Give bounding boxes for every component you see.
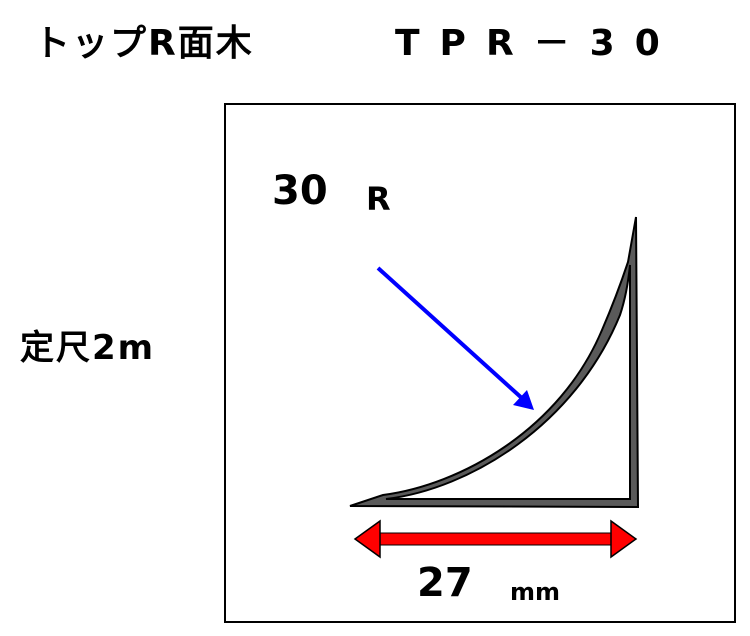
standard-length-label: 定尺2m [20,328,156,368]
product-name: トップR面木 [34,23,254,64]
radius-value: 30 [272,168,328,214]
radius-arrow [376,266,526,402]
product-code: TPR－30 [395,23,680,64]
trim-profile-shape [349,216,640,509]
radius-unit: R [366,180,391,218]
width-unit: mm [510,578,561,606]
width-value: 27 [417,560,473,606]
diagram-frame [224,103,736,623]
width-dimension-arrow [353,519,638,559]
radius-arrow-head [513,390,534,410]
